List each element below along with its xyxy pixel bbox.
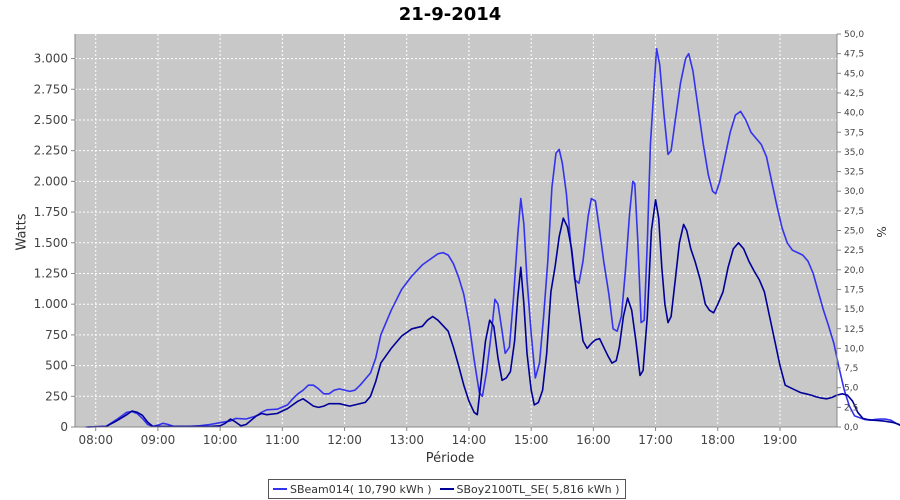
legend-label-sboy: SBoy2100TL_SE( 5,816 kWh ) — [456, 482, 620, 496]
x-tick-label: 13:00 — [389, 433, 424, 447]
x-tick-label: 15:00 — [514, 433, 549, 447]
legend-swatch-sboy — [439, 488, 454, 490]
legend-item-sboy: SBoy2100TL_SE( 5,816 kWh ) — [439, 482, 620, 496]
y2-tick-label: 30,0 — [844, 187, 864, 197]
series-line-1 — [87, 199, 900, 428]
series-line-0 — [85, 47, 900, 428]
y-tick-label: 500 — [45, 359, 68, 373]
y-tick-label: 3.000 — [34, 52, 68, 66]
y-tick-label: 2.750 — [34, 82, 68, 96]
y2-ticks: 0,0 2,5 5,0 7,5 10,0 12,5 15,0 17,5 20,0 22,5 25,0… — [837, 30, 864, 433]
y2-tick-label: 2,5 — [844, 403, 858, 413]
x-tick-label: 09:00 — [141, 433, 176, 447]
legend: SBeam014( 10,790 kWh ) SBoy2100TL_SE( 5,… — [268, 479, 627, 499]
x-tick-label: 10:00 — [203, 433, 238, 447]
x-tick-label: 19:00 — [763, 433, 798, 447]
y2-tick-label: 47,5 — [844, 50, 864, 60]
y2-tick-label: 25,0 — [844, 227, 864, 237]
y2-tick-label: 20,0 — [844, 266, 864, 276]
y-tick-label: 2.000 — [34, 174, 68, 188]
grid — [75, 34, 837, 428]
y2-tick-label: 40,0 — [844, 109, 864, 119]
plot-area — [75, 34, 837, 427]
y-tick-label: 1.000 — [34, 297, 68, 311]
x-ticks: 08:00 09:00 10:00 11:00 12:00 13:00 14:00 15:00… — [78, 427, 797, 447]
legend-label-sbeam: SBeam014( 10,790 kWh ) — [290, 482, 432, 496]
y-tick-label: 1.750 — [34, 205, 68, 219]
y-ticks: 0 250 500 750 1.000 1.250 1.500 1.750 2.000 2.250… — [34, 52, 75, 434]
y2-tick-label: 32,5 — [844, 168, 864, 178]
y2-tick-label: 12,5 — [844, 325, 864, 335]
y2-tick-label: 45,0 — [844, 69, 864, 79]
legend-item-sbeam: SBeam014( 10,790 kWh ) — [273, 483, 432, 496]
y2-tick-label: 5,0 — [844, 384, 859, 394]
y2-tick-label: 0,0 — [844, 423, 859, 433]
y-tick-label: 1.500 — [34, 236, 68, 250]
y-tick-label: 750 — [45, 328, 68, 342]
y2-tick-label: 15,0 — [844, 305, 864, 315]
x-tick-label: 17:00 — [638, 433, 673, 447]
x-tick-label: 18:00 — [700, 433, 735, 447]
y-tick-label: 2.250 — [34, 144, 68, 158]
y-tick-label: 2.500 — [34, 113, 68, 127]
y2-tick-label: 22,5 — [844, 246, 864, 256]
chart-title: 21-9-2014 — [398, 4, 502, 25]
x-tick-label: 14:00 — [452, 433, 487, 447]
x-tick-label: 08:00 — [78, 433, 113, 447]
x-tick-label: 12:00 — [327, 433, 362, 447]
x-axis-label: Période — [425, 451, 475, 466]
y2-tick-label: 17,5 — [844, 285, 864, 295]
y2-tick-label: 42,5 — [844, 89, 864, 99]
y2-tick-label: 35,0 — [844, 148, 864, 158]
legend-swatch-sbeam — [273, 488, 287, 490]
y2-tick-label: 37,5 — [844, 128, 864, 138]
series-layer — [85, 47, 900, 428]
y2-tick-label: 27,5 — [844, 207, 864, 217]
y2-tick-label: 7,5 — [844, 364, 858, 374]
y2-tick-label: 10,0 — [844, 344, 864, 354]
y2-tick-label: 50,0 — [844, 30, 864, 40]
x-tick-label: 16:00 — [576, 433, 611, 447]
y-tick-label: 1.250 — [34, 266, 68, 280]
y-tick-label: 0 — [60, 420, 68, 434]
y-tick-label: 250 — [45, 389, 68, 403]
x-tick-label: 11:00 — [265, 433, 300, 447]
